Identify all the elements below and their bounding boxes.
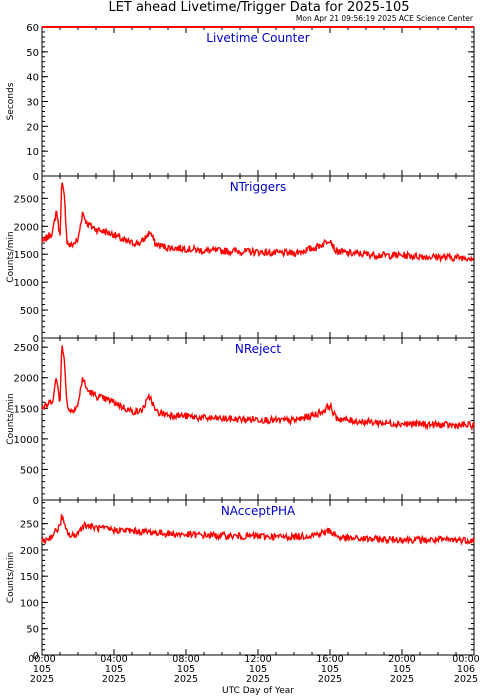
y-tick-label: 1000 <box>14 435 39 446</box>
y-axis-label: Counts/min <box>6 231 16 282</box>
x-tick-label-year: 2025 <box>30 674 54 685</box>
x-tick-label-year: 2025 <box>454 674 478 685</box>
x-tick-label-time: 16:00 <box>316 654 343 665</box>
y-tick-label: 30 <box>26 98 39 109</box>
y-tick-label: 0 <box>33 496 39 507</box>
x-tick-label-doy: 105 <box>321 664 339 675</box>
x-tick-label-year: 2025 <box>390 674 414 685</box>
x-tick-label-time: 00:00 <box>28 654 55 665</box>
y-tick-label: 150 <box>20 572 39 583</box>
series-line-0 <box>41 345 475 432</box>
series-line-0 <box>41 182 475 264</box>
x-tick-label-doy: 105 <box>105 664 123 675</box>
x-tick-label-time: 08:00 <box>172 654 199 665</box>
panel-title: NReject <box>235 342 281 356</box>
chart-subtitle: Mon Apr 21 09:56:19 2025 ACE Science Cen… <box>296 14 474 23</box>
panel-title: Livetime Counter <box>206 31 309 45</box>
panel-1: 0 500 1000 1500 2000 2500 Counts/min NTriggers <box>6 175 475 345</box>
y-tick-label: 0 <box>33 651 39 662</box>
x-tick-label-doy: 105 <box>33 664 51 675</box>
panel-title: NTriggers <box>230 180 287 194</box>
x-tick-label-year: 2025 <box>102 674 126 685</box>
x-tick-label-time: 12:00 <box>244 654 271 665</box>
y-axis-label: Counts/min <box>6 552 16 603</box>
y-tick-label: 500 <box>20 465 39 476</box>
x-tick-label-doy: 106 <box>457 664 475 675</box>
x-tick-label-year: 2025 <box>318 674 342 685</box>
y-tick-label: 0 <box>33 172 39 183</box>
x-tick-label-time: 00:00 <box>452 654 479 665</box>
plot-frame <box>41 175 475 339</box>
x-tick-label-year: 2025 <box>174 674 198 685</box>
panel-2: 0 500 1000 1500 2000 2500 Counts/min NReject <box>6 337 475 507</box>
panel-3: 0 50 100 150 200 250 Counts/min NAcceptPHA <box>6 499 475 662</box>
x-tick-label-doy: 105 <box>177 664 195 675</box>
y-tick-label: 10 <box>26 147 39 158</box>
y-tick-label: 60 <box>26 23 39 34</box>
plot-frame <box>41 499 475 656</box>
chart-title: LET ahead Livetime/Trigger Data for 2025… <box>108 0 409 15</box>
y-tick-label: 250 <box>20 520 39 531</box>
x-axis-label: UTC Day of Year <box>222 686 294 696</box>
y-tick-label: 2500 <box>14 194 39 205</box>
y-tick-label: 2000 <box>14 374 39 385</box>
series-line-0 <box>41 514 475 546</box>
y-tick-label: 500 <box>20 306 39 317</box>
x-tick-label-year: 2025 <box>246 674 270 685</box>
panel-title: NAcceptPHA <box>221 504 296 518</box>
y-tick-label: 2000 <box>14 222 39 233</box>
y-tick-label: 40 <box>26 73 39 84</box>
x-axis: 00:00105202504:00105202508:00105202512:0… <box>28 654 479 685</box>
y-tick-label: 1500 <box>14 250 39 261</box>
y-tick-label: 50 <box>26 625 39 636</box>
y-tick-label: 0 <box>33 334 39 345</box>
x-tick-label-doy: 105 <box>393 664 411 675</box>
y-tick-label: 1000 <box>14 278 39 289</box>
y-axis-label: Counts/min <box>6 393 16 444</box>
x-tick-label-doy: 105 <box>249 664 267 675</box>
y-tick-label: 50 <box>26 48 39 59</box>
y-tick-label: 20 <box>26 122 39 133</box>
y-tick-label: 2500 <box>14 343 39 354</box>
y-tick-label: 200 <box>20 546 39 557</box>
y-tick-label: 1500 <box>14 404 39 415</box>
plot-frame <box>41 26 475 177</box>
y-axis-label: Seconds <box>6 82 16 120</box>
x-tick-label-time: 20:00 <box>388 654 415 665</box>
x-tick-label-time: 04:00 <box>100 654 127 665</box>
panel-0: 0 10 20 30 40 50 60 Seconds Livetime Counter <box>6 23 475 183</box>
y-tick-label: 100 <box>20 598 39 609</box>
